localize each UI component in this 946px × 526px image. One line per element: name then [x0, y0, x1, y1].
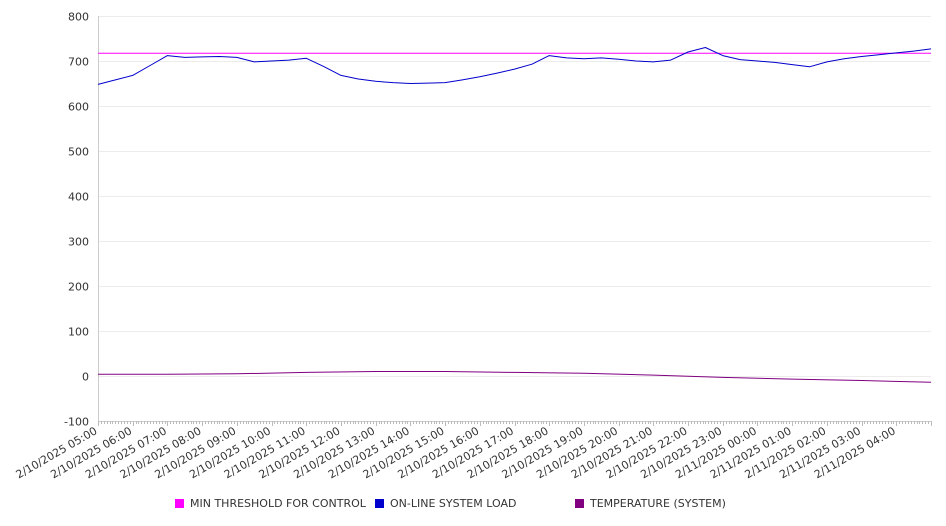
y-tick-label: 200: [68, 281, 89, 294]
y-tick-label: 400: [68, 191, 89, 204]
series-lines: [97, 47, 932, 383]
legend-label: MIN THRESHOLD FOR CONTROL: [190, 497, 366, 510]
grid-lines: [98, 16, 931, 422]
legend-swatch: [575, 499, 584, 508]
y-tick-label: 700: [68, 56, 89, 69]
legend-item-system-load[interactable]: ON-LINE SYSTEM LOAD: [375, 497, 516, 510]
series-line-3: [98, 371, 932, 383]
legend: MIN THRESHOLD FOR CONTROL ON-LINE SYSTEM…: [0, 497, 946, 515]
series-line-2: [97, 47, 932, 85]
y-tick-label: -100: [64, 416, 89, 429]
y-tick-label: 600: [68, 101, 89, 114]
y-tick-label: 100: [68, 326, 89, 339]
legend-label: ON-LINE SYSTEM LOAD: [390, 497, 517, 510]
y-tick-label: 0: [82, 371, 89, 384]
y-tick-label: 300: [68, 236, 89, 249]
legend-label: TEMPERATURE (SYSTEM): [590, 497, 726, 510]
y-tick-labels: 800 700 600 500 400 300 200 100 0 -100: [64, 11, 89, 429]
legend-swatch: [175, 499, 184, 508]
legend-swatch: [375, 499, 384, 508]
y-tick-label: 800: [68, 11, 89, 24]
axes: [98, 16, 932, 426]
legend-item-min-threshold[interactable]: MIN THRESHOLD FOR CONTROL: [175, 497, 366, 510]
x-tick-labels: 2/10/2025 05:002/10/2025 06:002/10/2025 …: [14, 424, 898, 481]
legend-item-temperature[interactable]: TEMPERATURE (SYSTEM): [575, 497, 726, 510]
y-tick-label: 500: [68, 146, 89, 159]
